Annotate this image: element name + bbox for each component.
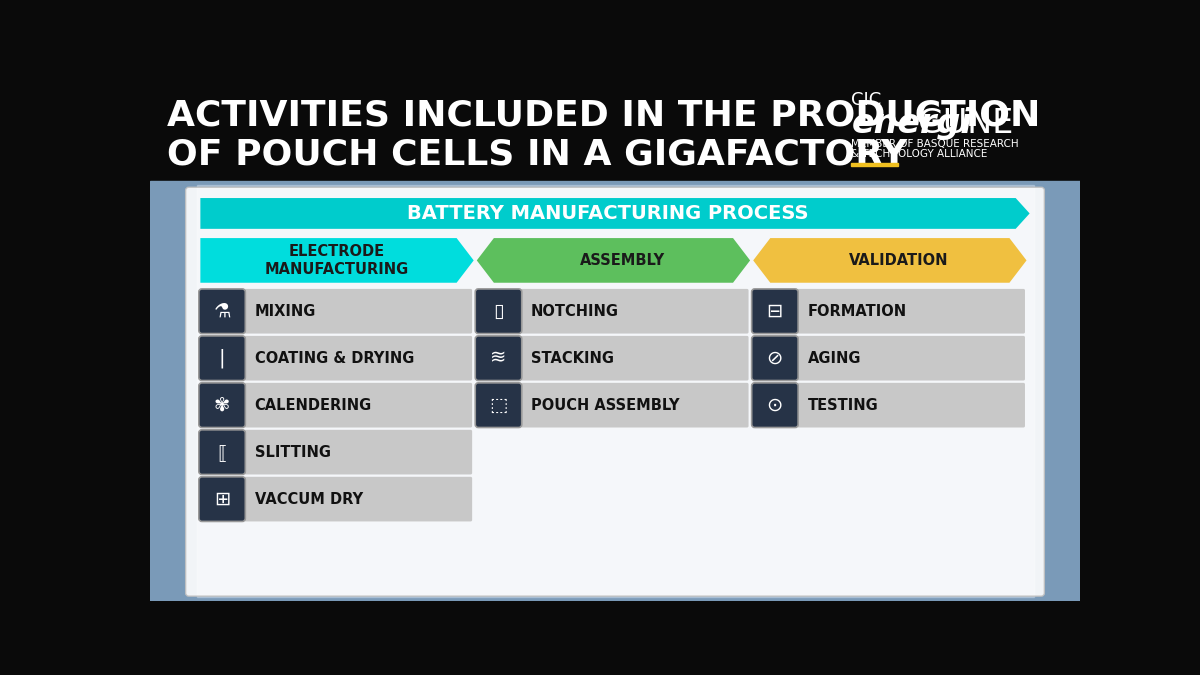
Text: ⊟: ⊟	[767, 302, 784, 321]
FancyBboxPatch shape	[797, 289, 1025, 333]
FancyBboxPatch shape	[244, 430, 472, 475]
Text: ASSEMBLY: ASSEMBLY	[580, 253, 665, 268]
Text: VACCUM DRY: VACCUM DRY	[254, 491, 362, 507]
Bar	[197, 185, 1033, 597]
Text: ELECTRODE
MANUFACTURING: ELECTRODE MANUFACTURING	[265, 244, 409, 277]
FancyBboxPatch shape	[186, 187, 1044, 596]
FancyBboxPatch shape	[751, 336, 798, 381]
Bar	[150, 81, 1080, 181]
Text: CIC: CIC	[851, 91, 882, 109]
FancyBboxPatch shape	[199, 430, 245, 475]
Text: MEMBER OF BASQUE RESEARCH: MEMBER OF BASQUE RESEARCH	[851, 139, 1019, 149]
FancyBboxPatch shape	[199, 477, 245, 522]
Text: VALIDATION: VALIDATION	[848, 253, 948, 268]
FancyBboxPatch shape	[244, 289, 472, 333]
Text: ✾: ✾	[214, 396, 230, 414]
Text: & TECHNOLOGY ALLIANCE: & TECHNOLOGY ALLIANCE	[851, 149, 988, 159]
Text: energi: energi	[851, 107, 972, 140]
Text: ⊘: ⊘	[767, 349, 784, 368]
Text: ACTIVITIES INCLUDED IN THE PRODUCTION: ACTIVITIES INCLUDED IN THE PRODUCTION	[167, 99, 1040, 133]
FancyBboxPatch shape	[520, 289, 749, 333]
Text: AGING: AGING	[808, 351, 860, 366]
FancyBboxPatch shape	[520, 336, 749, 381]
Text: ⟦: ⟦	[217, 443, 227, 462]
Text: ⊙: ⊙	[767, 396, 784, 414]
Text: ⬚: ⬚	[490, 396, 508, 414]
Text: NOTCHING: NOTCHING	[532, 304, 619, 319]
Text: ≋: ≋	[491, 349, 506, 368]
Text: SLITTING: SLITTING	[254, 445, 331, 460]
Text: CALENDERING: CALENDERING	[254, 398, 372, 412]
FancyBboxPatch shape	[520, 383, 749, 427]
Bar	[851, 163, 898, 165]
Text: POUCH ASSEMBLY: POUCH ASSEMBLY	[532, 398, 679, 412]
FancyBboxPatch shape	[751, 289, 798, 333]
Text: OF POUCH CELLS IN A GIGAFACTORY: OF POUCH CELLS IN A GIGAFACTORY	[167, 137, 907, 171]
Polygon shape	[200, 238, 474, 283]
Text: MIXING: MIXING	[254, 304, 316, 319]
FancyBboxPatch shape	[199, 383, 245, 427]
Text: ⊞: ⊞	[214, 489, 230, 508]
Text: GUNE: GUNE	[917, 107, 1014, 140]
FancyBboxPatch shape	[199, 336, 245, 381]
Polygon shape	[754, 238, 1026, 283]
Text: STACKING: STACKING	[532, 351, 614, 366]
FancyBboxPatch shape	[244, 383, 472, 427]
FancyBboxPatch shape	[751, 383, 798, 427]
FancyBboxPatch shape	[475, 383, 522, 427]
Bar	[150, 181, 1080, 601]
Text: ⚗: ⚗	[214, 302, 230, 321]
FancyBboxPatch shape	[475, 336, 522, 381]
Text: COATING & DRYING: COATING & DRYING	[254, 351, 414, 366]
FancyBboxPatch shape	[797, 336, 1025, 381]
FancyBboxPatch shape	[797, 383, 1025, 427]
Polygon shape	[476, 238, 750, 283]
FancyBboxPatch shape	[475, 289, 522, 333]
FancyBboxPatch shape	[244, 477, 472, 522]
Polygon shape	[200, 198, 1030, 229]
Text: ▯: ▯	[493, 302, 504, 321]
Text: |: |	[218, 348, 226, 368]
Text: BATTERY MANUFACTURING PROCESS: BATTERY MANUFACTURING PROCESS	[407, 204, 809, 223]
Text: TESTING: TESTING	[808, 398, 878, 412]
FancyBboxPatch shape	[199, 289, 245, 333]
Text: FORMATION: FORMATION	[808, 304, 906, 319]
FancyBboxPatch shape	[244, 336, 472, 381]
